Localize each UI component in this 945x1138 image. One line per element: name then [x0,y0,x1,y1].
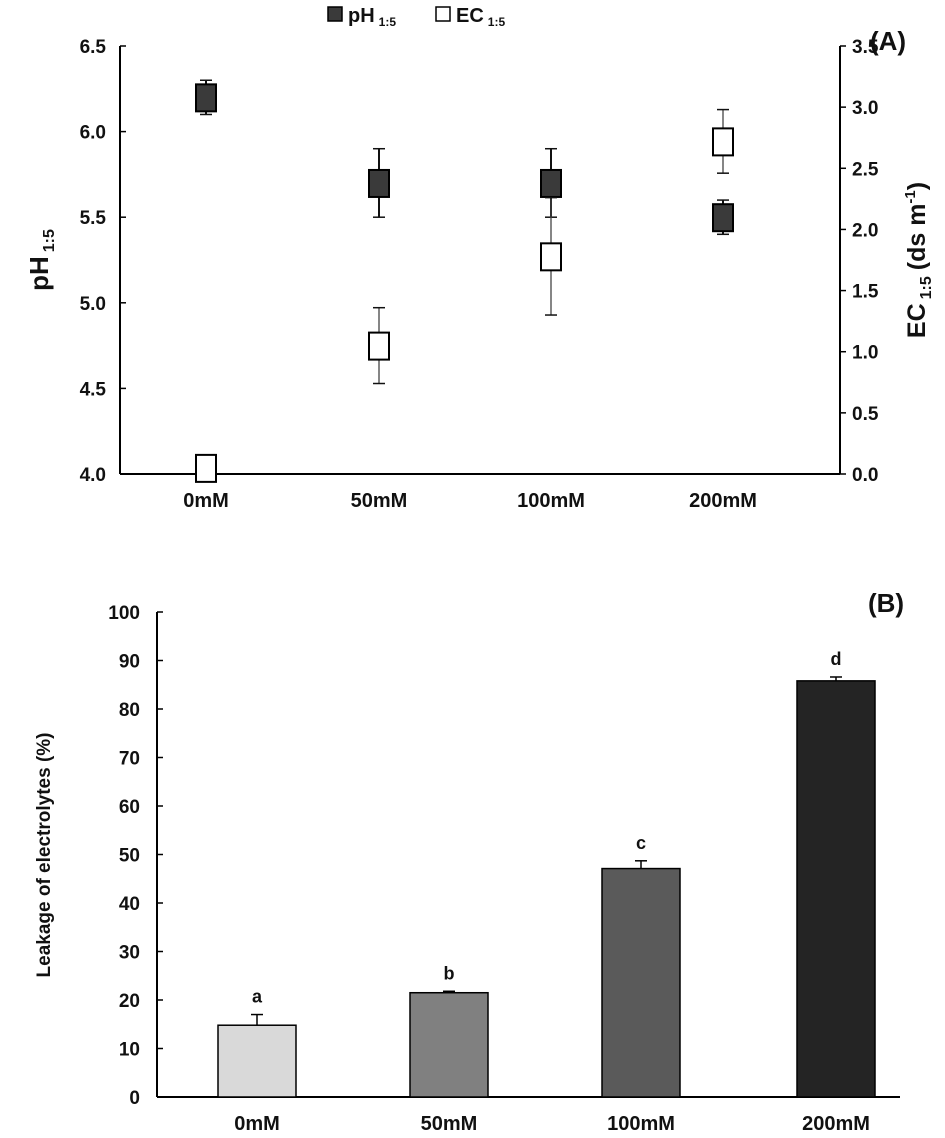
y-tick-label-left: 4.5 [80,379,107,400]
y-tick-label-left: 6.0 [80,123,106,144]
ec-marker [368,331,390,361]
bar [796,680,876,1098]
legend: pH 1:5 EC 1:5 [327,5,505,29]
legend-label-ph: pH 1:5 [348,5,396,29]
y-axis-label: Leakage of electrolytes (%) [34,733,55,978]
y-axis-left-label: pH1:5 [24,229,58,291]
y-axis-right-label: EC1:5(ds m-1) [902,182,935,338]
y-tick-label-left: 5.0 [80,294,106,315]
y-tick-label-right: 3.5 [852,37,879,58]
panel-b-chart: (B) Leakage of electrolytes (%) 0 10 20 30 4… [34,588,904,1135]
x-tick-label: 50mM [351,490,408,512]
y-tick-label-left: 6.5 [80,37,107,58]
x-tick-label: 100mM [517,490,585,512]
y-tick-label: 40 [119,894,140,915]
significance-letter: c [636,833,646,853]
ec-marker [195,453,217,483]
y-tick-label: 70 [119,749,140,770]
legend-label-ec: EC 1:5 [456,5,505,29]
y-tick-label: 90 [119,652,140,673]
y-tick-label: 50 [119,846,140,867]
y-tick-label-left: 5.5 [80,208,107,229]
bar [601,867,681,1098]
y-tick-label-right: 1.5 [852,282,879,303]
bar [409,991,489,1098]
y-tick-label: 100 [108,603,140,624]
x-tick-label: 50mM [421,1113,478,1135]
panel-b-label: (B) [868,588,904,618]
legend-marker-ec [435,6,451,22]
ph-marker [368,168,390,198]
y-tick-label-left: 4.0 [80,465,106,486]
y-tick-label: 30 [119,943,140,964]
y-tick-label-right: 0.5 [852,404,879,425]
panel-a-chart: (A) pH 1:5 EC 1:5 pH1:5 EC1:5(ds m-1) 4.0 4… [24,5,935,512]
panel-a-label: (A) [870,26,906,56]
y-tick-label: 60 [119,797,140,818]
x-tick-label: 100mM [607,1113,675,1135]
significance-letter: a [252,987,263,1007]
y-tick-label: 20 [119,991,140,1012]
y-tick-label-right: 2.5 [852,159,879,180]
y-tick-label: 0 [129,1088,140,1109]
x-tick-label: 200mM [802,1113,870,1135]
y-tick-label-right: 3.0 [852,98,878,119]
y-tick-label: 80 [119,700,140,721]
y-tick-label-right: 2.0 [852,220,878,241]
y-tick-label: 10 [119,1040,140,1061]
ec-marker [540,242,562,272]
bar [217,1024,297,1098]
significance-letter: b [444,963,455,983]
x-tick-label: 0mM [183,490,229,512]
ph-marker [195,83,217,113]
y-tick-label-right: 1.0 [852,343,878,364]
significance-letter: d [831,649,842,669]
x-tick-label: 0mM [234,1113,280,1135]
legend-marker-ph [327,6,343,22]
ph-marker [712,203,734,233]
ec-marker [712,127,734,157]
ph-marker [540,168,562,198]
x-tick-label: 200mM [689,490,757,512]
y-tick-label-right: 0.0 [852,465,878,486]
